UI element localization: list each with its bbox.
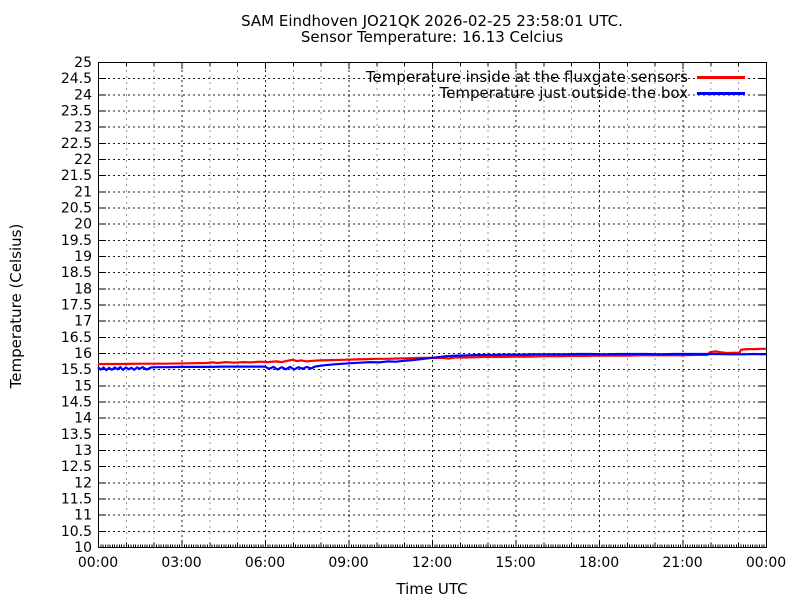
svg-text:23.5: 23.5 [61, 104, 92, 120]
svg-text:21.5: 21.5 [61, 168, 92, 184]
svg-text:10: 10 [74, 540, 92, 556]
svg-text:17.5: 17.5 [61, 298, 92, 314]
svg-text:16: 16 [74, 346, 92, 362]
svg-text:23: 23 [74, 120, 92, 136]
svg-text:16.5: 16.5 [61, 330, 92, 346]
legend-label-outside: Temperature just outside the box [439, 84, 689, 102]
red-line-swatch [697, 75, 745, 79]
svg-text:00:00: 00:00 [746, 555, 786, 571]
svg-text:14: 14 [74, 411, 92, 427]
svg-text:12:00: 12:00 [412, 555, 452, 571]
chart-subtitle: Sensor Temperature: 16.13 Celcius [300, 28, 564, 46]
svg-text:19.5: 19.5 [61, 233, 92, 249]
svg-text:24: 24 [74, 87, 92, 103]
svg-text:03:00: 03:00 [161, 555, 201, 571]
svg-text:21:00: 21:00 [662, 555, 702, 571]
legend-item-inside: Temperature inside at the fluxgate senso… [366, 69, 745, 85]
svg-text:25: 25 [74, 55, 92, 71]
svg-text:20.5: 20.5 [61, 201, 92, 217]
legend-item-outside: Temperature just outside the box [439, 84, 745, 102]
svg-text:15: 15 [74, 378, 92, 394]
svg-text:09:00: 09:00 [328, 555, 368, 571]
svg-text:11.5: 11.5 [61, 492, 92, 508]
svg-text:22: 22 [74, 152, 92, 168]
svg-text:06:00: 06:00 [245, 555, 285, 571]
svg-text:19: 19 [74, 249, 92, 265]
svg-text:14.5: 14.5 [61, 395, 92, 411]
svg-text:13: 13 [74, 443, 92, 459]
svg-text:22.5: 22.5 [61, 136, 92, 152]
svg-text:15.5: 15.5 [61, 362, 92, 378]
legend-label-inside: Temperature inside at the fluxgate senso… [365, 68, 688, 86]
svg-text:12: 12 [74, 475, 92, 491]
blue-line-swatch [697, 91, 745, 95]
svg-text:21: 21 [74, 184, 92, 200]
svg-text:13.5: 13.5 [61, 427, 92, 443]
x-axis-label: Time UTC [396, 580, 468, 598]
svg-text:10.5: 10.5 [61, 524, 92, 540]
svg-text:18.5: 18.5 [61, 265, 92, 281]
svg-text:17: 17 [74, 314, 92, 330]
svg-text:18:00: 18:00 [579, 555, 619, 571]
svg-text:11: 11 [74, 508, 92, 524]
svg-text:15:00: 15:00 [495, 555, 535, 571]
svg-text:24.5: 24.5 [61, 71, 92, 87]
svg-text:12.5: 12.5 [61, 459, 92, 475]
svg-text:20: 20 [74, 217, 92, 233]
chart-title: SAM Eindhoven JO21QK 2026-02-25 23:58:01… [241, 12, 623, 30]
svg-text:00:00: 00:00 [78, 555, 118, 571]
svg-text:18: 18 [74, 281, 92, 297]
